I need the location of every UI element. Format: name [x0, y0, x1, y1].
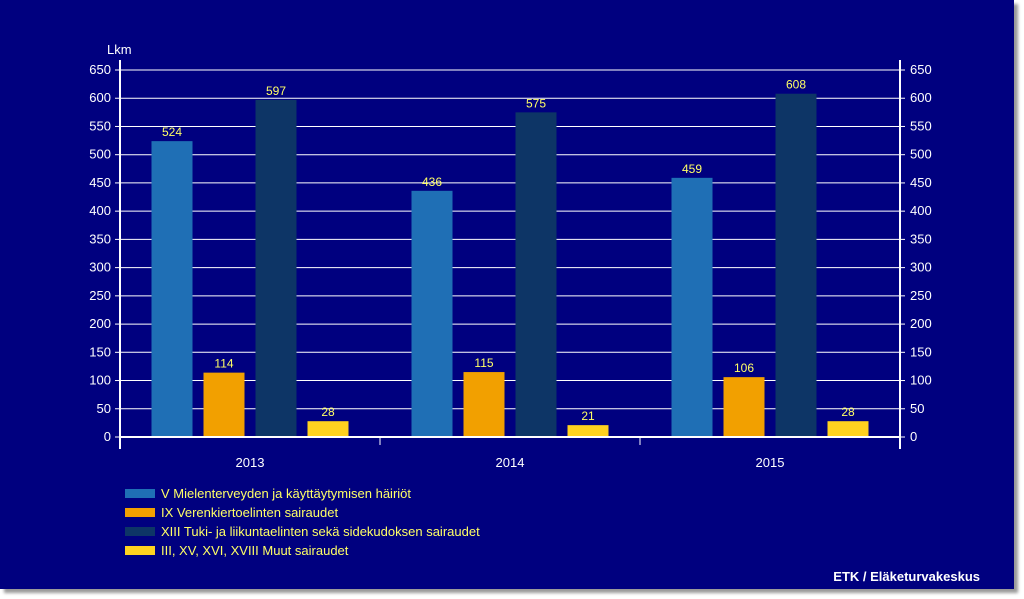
source-credit: ETK / Eläketurvakeskus — [833, 569, 980, 584]
y-tick-label-right: 50 — [910, 401, 924, 416]
y-tick-label-left: 600 — [89, 90, 111, 105]
data-label: 597 — [266, 84, 286, 98]
y-axis-label: Lkm — [107, 42, 132, 57]
data-label: 114 — [214, 357, 233, 371]
legend-swatch — [125, 546, 155, 555]
x-category-label: 2013 — [236, 455, 265, 470]
y-tick-label-right: 500 — [910, 147, 932, 162]
bar-chart: 0 0 50 50 100 100 150 150 200 200 250 250 300 300 350 3… — [89, 42, 931, 470]
y-tick-label-left: 250 — [89, 288, 111, 303]
y-tick-label-right: 600 — [910, 90, 932, 105]
legend-item: XIII Tuki- ja liikuntaelinten sekä sidek… — [125, 522, 480, 541]
axes — [115, 60, 905, 449]
y-tick-label-right: 450 — [910, 175, 932, 190]
y-tick-label-right: 100 — [910, 373, 932, 388]
x-category-label: 2015 — [756, 455, 785, 470]
y-tick-label-left: 350 — [89, 231, 111, 246]
data-label: 575 — [526, 96, 546, 110]
y-tick-label-right: 0 — [910, 429, 917, 444]
bar-2015-series-3 — [775, 93, 817, 438]
y-tick-label-right: 550 — [910, 118, 932, 133]
bar-2014-series-2 — [463, 372, 505, 437]
y-tick-label-right: 200 — [910, 316, 932, 331]
y-tick-label-left: 450 — [89, 175, 111, 190]
bar-2015-series-2 — [723, 377, 765, 437]
y-tick-label-right: 300 — [910, 260, 932, 275]
data-label: 28 — [841, 405, 855, 419]
bar-2013-series-2 — [203, 372, 245, 437]
y-tick-label-left: 650 — [89, 62, 111, 77]
legend-label: XIII Tuki- ja liikuntaelinten sekä sidek… — [161, 524, 480, 539]
bar-2013-series-3 — [255, 99, 297, 437]
y-tick-label-left: 400 — [89, 203, 111, 218]
legend-label: IX Verenkiertoelinten sairaudet — [161, 505, 339, 520]
y-tick-label-left: 50 — [97, 401, 111, 416]
legend-label: III, XV, XVI, XVIII Muut sairaudet — [161, 543, 349, 558]
bar-2013-series-4 — [307, 421, 349, 437]
y-tick-label-left: 200 — [89, 316, 111, 331]
legend-label: V Mielenterveyden ja käyttäytymisen häir… — [161, 486, 412, 501]
data-label: 459 — [682, 162, 702, 176]
gridlines — [120, 69, 900, 410]
bar-2014-series-1 — [411, 190, 453, 437]
bar-2013-series-1 — [151, 141, 193, 437]
bar-2014-series-4 — [567, 425, 609, 437]
data-label: 524 — [162, 125, 182, 139]
y-tick-label-left: 150 — [89, 344, 111, 359]
legend-item: IX Verenkiertoelinten sairaudet — [125, 503, 480, 522]
legend-item: III, XV, XVI, XVIII Muut sairaudet — [125, 541, 480, 560]
data-label: 115 — [474, 356, 493, 370]
data-label: 106 — [734, 361, 754, 375]
data-label: 28 — [321, 405, 335, 419]
y-tick-label-right: 250 — [910, 288, 932, 303]
bar-2014-series-3 — [515, 112, 557, 437]
y-tick-label-right: 350 — [910, 231, 932, 246]
legend-item: V Mielenterveyden ja käyttäytymisen häir… — [125, 484, 480, 503]
labels: 0 0 50 50 100 100 150 150 200 200 250 250 300 300 350 3… — [89, 62, 931, 470]
data-label: 21 — [581, 409, 595, 423]
y-tick-label-left: 0 — [104, 429, 111, 444]
legend-swatch — [125, 527, 155, 536]
y-tick-label-right: 650 — [910, 62, 932, 77]
legend: V Mielenterveyden ja käyttäytymisen häir… — [125, 484, 480, 560]
y-tick-label-right: 150 — [910, 344, 932, 359]
y-tick-label-left: 550 — [89, 118, 111, 133]
chart-frame: 0 0 50 50 100 100 150 150 200 200 250 250 300 300 350 3… — [0, 0, 1014, 589]
data-label: 608 — [786, 78, 806, 92]
x-category-label: 2014 — [496, 455, 525, 470]
bar-2015-series-4 — [827, 421, 869, 437]
y-tick-label-left: 500 — [89, 147, 111, 162]
y-tick-label-left: 300 — [89, 260, 111, 275]
y-tick-label-left: 100 — [89, 373, 111, 388]
bars — [151, 93, 869, 438]
bar-2015-series-1 — [671, 177, 713, 437]
legend-swatch — [125, 489, 155, 498]
legend-swatch — [125, 508, 155, 517]
y-tick-label-right: 400 — [910, 203, 932, 218]
data-label: 436 — [422, 175, 442, 189]
